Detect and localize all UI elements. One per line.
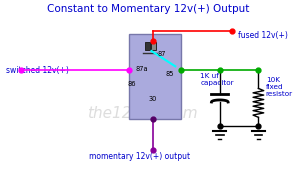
Bar <box>145 42 150 50</box>
Text: 86: 86 <box>128 81 136 87</box>
Text: the12volt.com: the12volt.com <box>87 106 198 121</box>
Bar <box>151 42 156 50</box>
Text: 30: 30 <box>149 96 157 103</box>
Text: 1K uf
capacitor: 1K uf capacitor <box>200 73 234 86</box>
Text: 87a: 87a <box>136 66 148 72</box>
Text: 10K
fixed
resistor: 10K fixed resistor <box>266 77 293 97</box>
Text: 87: 87 <box>158 50 166 57</box>
Text: switched 12v(+): switched 12v(+) <box>6 66 69 75</box>
Text: Constant to Momentary 12v(+) Output: Constant to Momentary 12v(+) Output <box>47 4 250 14</box>
Text: 85: 85 <box>165 71 173 77</box>
Bar <box>129 34 181 119</box>
Text: fused 12v(+): fused 12v(+) <box>238 31 287 40</box>
Text: momentary 12v(+) output: momentary 12v(+) output <box>89 152 190 161</box>
